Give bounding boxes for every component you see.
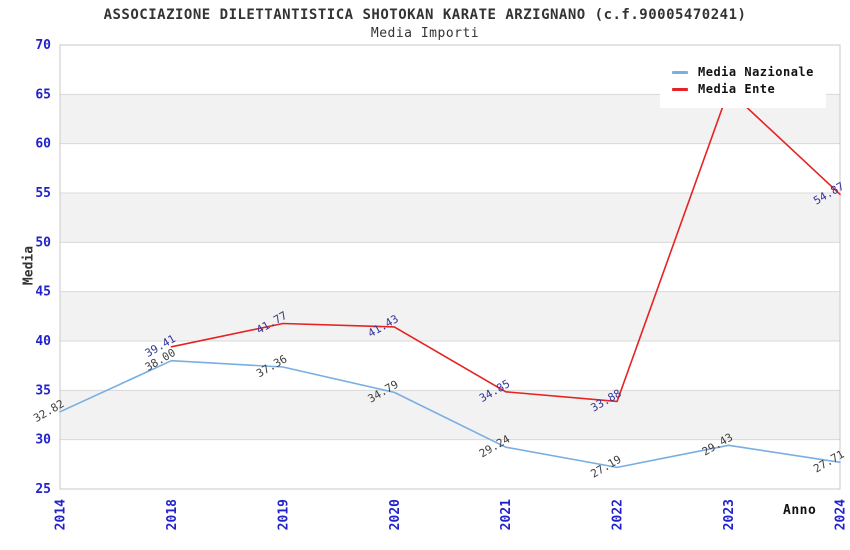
legend-label-media-nazionale: Media Nazionale (698, 65, 814, 79)
x-tick-label: 2024 (834, 499, 849, 530)
y-tick-label: 65 (35, 87, 51, 102)
y-tick-label: 60 (35, 137, 51, 152)
y-tick-label: 45 (35, 285, 51, 300)
y-tick-label: 40 (35, 334, 51, 349)
chart-title: ASSOCIAZIONE DILETTANTISTICA SHOTOKAN KA… (103, 7, 747, 23)
legend: Media Nazionale Media Ente (660, 55, 826, 108)
legend-label-media-ente: Media Ente (698, 82, 776, 96)
chart-subtitle: Media Importi (370, 26, 480, 41)
background-band (60, 193, 840, 243)
y-tick-label: 70 (35, 38, 51, 53)
x-tick-label: 2023 (722, 499, 737, 530)
background-band (60, 291, 840, 341)
x-tick-label: 2021 (499, 499, 514, 530)
y-tick-label: 50 (35, 235, 51, 250)
x-tick-label: 2014 (54, 499, 69, 530)
series-line-media-nazionale (59, 359, 841, 469)
y-tick-label: 55 (35, 186, 51, 201)
data-label: 37.36 (254, 352, 289, 380)
legend-item-media-nazionale[interactable]: Media Nazionale (672, 65, 814, 79)
y-tick-label: 35 (35, 383, 51, 398)
background-band (60, 390, 840, 440)
legend-swatch-media-nazionale (672, 70, 688, 74)
x-tick-label: 2022 (611, 499, 626, 530)
x-tick-label: 2020 (388, 499, 403, 530)
y-tick-label: 30 (35, 433, 51, 448)
x-tick-label: 2019 (276, 499, 291, 530)
legend-item-media-ente[interactable]: Media Ente (672, 82, 814, 96)
data-label: 27.71 (811, 448, 846, 476)
data-label: 27.19 (588, 453, 623, 481)
y-tick-label: 25 (35, 482, 51, 497)
legend-swatch-media-ente (672, 87, 688, 91)
x-tick-label: 2018 (165, 499, 180, 530)
x-axis-title: Anno (783, 503, 817, 518)
plot-border (59, 44, 841, 490)
y-axis-title: Media (21, 245, 37, 286)
